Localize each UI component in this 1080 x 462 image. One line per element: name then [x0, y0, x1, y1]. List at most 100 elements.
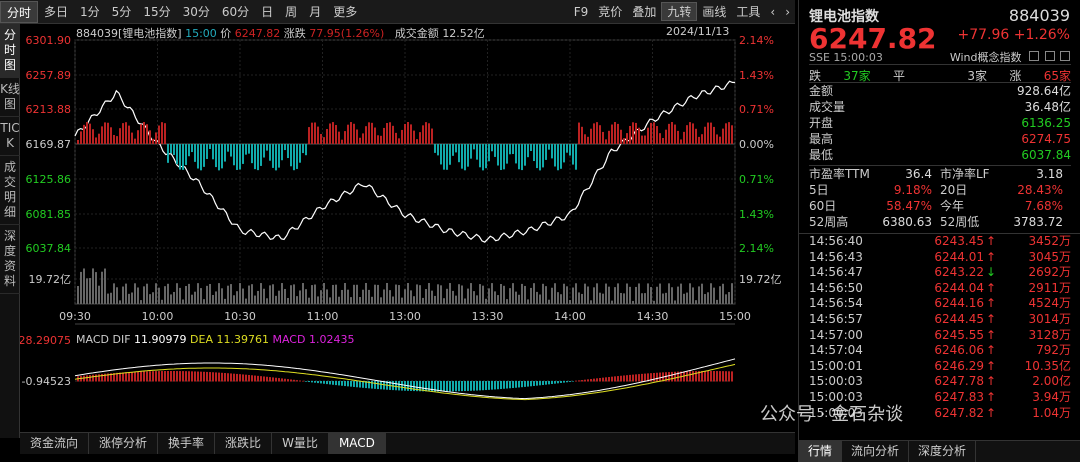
volume-bar [152, 138, 154, 144]
tool-button-3[interactable]: 九转 [661, 2, 698, 21]
tool-button-4[interactable]: 画线 [702, 5, 727, 19]
volume-bar [605, 139, 607, 144]
volume-bar [503, 144, 505, 170]
macd-bar [497, 381, 499, 390]
macd-bar [107, 373, 109, 382]
amount-bar [524, 285, 526, 304]
panel-tab-1[interactable]: 流向分析 [842, 441, 910, 462]
amount-bar [392, 296, 394, 304]
panel-tab-2[interactable]: 深度分析 [909, 441, 977, 462]
volume-bar [92, 129, 94, 144]
panel-wind[interactable]: Wind概念指数 [950, 49, 1070, 65]
indicator-tab-2[interactable]: 换手率 [158, 433, 216, 454]
amount-bar [263, 288, 265, 304]
adv-zhang-label: 涨 [1009, 69, 1022, 83]
period-tab-1[interactable]: 多日 [44, 4, 69, 19]
amount-bar [641, 293, 643, 304]
tick-row[interactable]: 15:00:03 6247.82 ↑ 1.04万 [799, 406, 1080, 422]
period-tab-5[interactable]: 30分 [182, 4, 210, 19]
period-tab-3[interactable]: 5分 [111, 4, 132, 19]
intraday-chart[interactable]: 6301.90 2.14% 6257.89 1.43% 6213.88 0.71% 6169… [20, 24, 795, 434]
pin-icon[interactable] [1029, 51, 1039, 61]
settings-icon[interactable] [1060, 51, 1070, 61]
macd-bar [239, 374, 241, 382]
chevron-right-icon[interactable]: › [785, 4, 790, 19]
tool-button-2[interactable]: 叠加 [632, 5, 657, 19]
tick-row[interactable]: 14:56:57 6244.45 ↑ 3014万 [799, 312, 1080, 328]
volume-bar [536, 144, 538, 169]
vtab-1[interactable]: K线图 [0, 78, 20, 117]
chevron-left-icon[interactable]: ‹ [770, 4, 776, 19]
volume-bar [464, 144, 466, 171]
tick-row[interactable]: 14:56:47 6243.22 ↓ 2692万 [799, 265, 1080, 281]
volume-bar [461, 144, 463, 169]
quote-row-label: 最高 [809, 132, 834, 146]
macd-bar [95, 374, 97, 382]
indicator-tab-1[interactable]: 涨停分析 [89, 433, 159, 454]
macd-bar [461, 381, 463, 392]
amount-bar [542, 283, 544, 304]
tick-row[interactable]: 14:56:50 6244.04 ↑ 2911万 [799, 281, 1080, 297]
vtab-2[interactable]: TICK [0, 117, 20, 156]
period-tab-2[interactable]: 1分 [80, 4, 100, 19]
valuation-label: 52周低 [940, 215, 980, 229]
amount-bar [230, 284, 232, 304]
tool-button-1[interactable]: 竞价 [598, 5, 623, 19]
amount-bar [413, 296, 415, 304]
vtab-0[interactable]: 分时图 [0, 24, 20, 78]
chart-canvas[interactable]: 6301.90 2.14% 6257.89 1.43% 6213.88 0.71% 6169… [20, 24, 795, 434]
tick-row[interactable]: 14:57:04 6246.06 ↑ 792万 [799, 343, 1080, 359]
volume-bar [257, 144, 259, 171]
macd-bar [248, 374, 250, 382]
volume-bar [278, 144, 280, 168]
volume-bar [722, 128, 724, 144]
macd-dea-value: 11.39761 [216, 333, 269, 346]
amount-bar [521, 283, 523, 304]
amount-bar [707, 292, 709, 304]
amount-bar [698, 286, 700, 304]
tick-row[interactable]: 15:00:03 6247.78 ↑ 2.00亿 [799, 374, 1080, 390]
macd-bar [626, 375, 628, 382]
amount-bar [194, 291, 196, 304]
period-tab-9[interactable]: 月 [309, 4, 322, 19]
amount-bar [338, 296, 340, 304]
volume-bar [248, 144, 250, 154]
period-tab-10[interactable]: 更多 [333, 4, 358, 19]
volume-bar [401, 129, 403, 144]
vtab-3[interactable]: 成交明细 [0, 156, 20, 225]
period-toolbar: 分时 多日 1分 5分 15分 30分 60分日周月更多 F9 竞价 叠加 九转 画线 工具 ‹ › [0, 0, 795, 24]
amount-bar [458, 284, 460, 304]
volume-bar [281, 144, 283, 161]
period-tab-8[interactable]: 周 [285, 4, 298, 19]
indicator-tab-4[interactable]: W量比 [272, 433, 329, 454]
amount-bar [686, 292, 688, 304]
tick-price: 6247.82 [934, 405, 984, 420]
panel-tab-0[interactable]: 行情 [799, 441, 843, 462]
tick-row[interactable]: 14:56:43 6244.01 ↑ 3045万 [799, 250, 1080, 266]
period-tab-0[interactable]: 分时 [0, 0, 39, 23]
amount-bar [425, 289, 427, 304]
macd-label: MACD [76, 333, 109, 346]
tick-row[interactable]: 14:56:40 6243.45 ↑ 3452万 [799, 234, 1080, 250]
indicator-tab-5[interactable]: MACD [328, 433, 386, 454]
tick-row[interactable]: 14:57:00 6245.55 ↑ 3128万 [799, 328, 1080, 344]
copy-icon[interactable] [1044, 51, 1055, 61]
indicator-tab-0[interactable]: 资金流向 [20, 433, 90, 454]
valuation-row: 5日 9.18% 20日 28.43% [809, 182, 1071, 198]
period-tab-4[interactable]: 15分 [143, 4, 171, 19]
macd-bar [599, 377, 601, 382]
tool-button-5[interactable]: 工具 [736, 5, 761, 19]
macd-bar [611, 376, 613, 382]
tick-list[interactable]: 14:56:40 6243.45 ↑ 3452万 14:56:43 6244.01 ↑ 304… [799, 233, 1080, 421]
indicator-tab-3[interactable]: 涨跌比 [215, 433, 273, 454]
amount-bar [221, 288, 223, 304]
vtab-4[interactable]: 深度资料 [0, 225, 20, 294]
tick-row[interactable]: 14:56:54 6244.16 ↑ 4524万 [799, 296, 1080, 312]
period-tab-7[interactable]: 日 [261, 4, 274, 19]
tool-button-0[interactable]: F9 [573, 4, 589, 19]
y-tick-left: 19.72亿 [29, 273, 72, 286]
period-tab-6[interactable]: 60分 [221, 4, 250, 19]
tick-row[interactable]: 15:00:03 6247.83 ↑ 3.94万 [799, 390, 1080, 406]
tick-row[interactable]: 15:00:01 6246.29 ↑ 10.35亿 [799, 359, 1080, 375]
amount-bar [662, 293, 664, 304]
